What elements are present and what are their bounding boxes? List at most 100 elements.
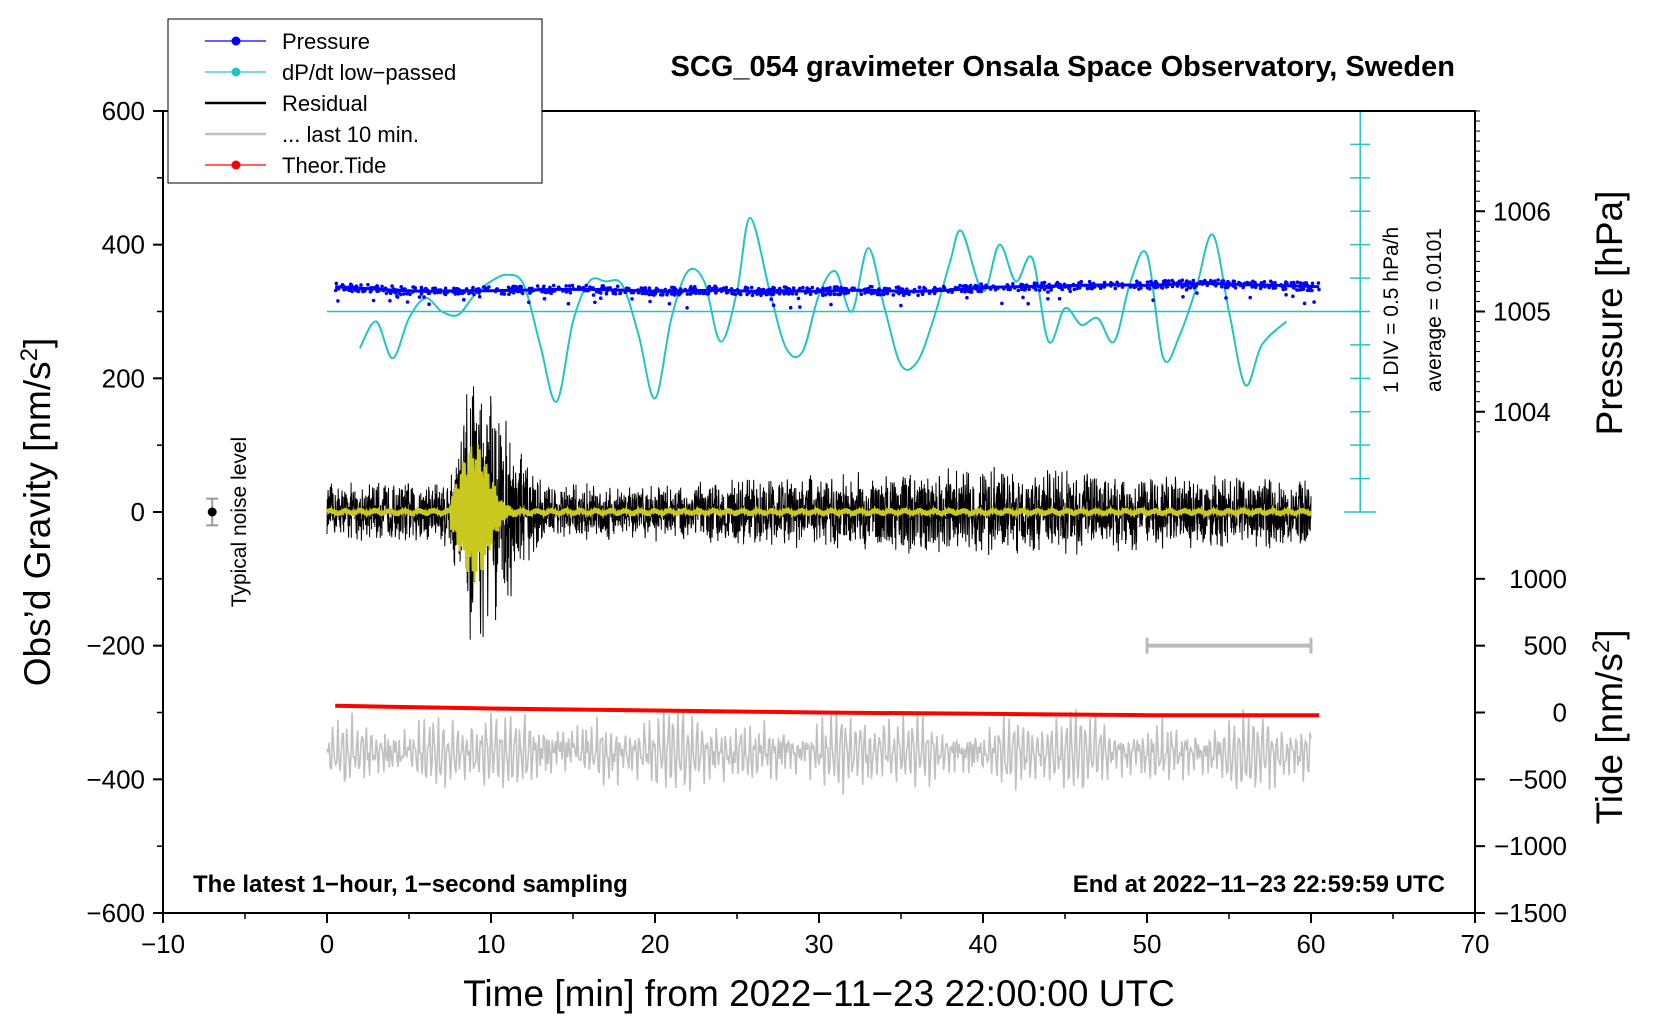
pressure-point [584, 283, 588, 288]
pressure-point [549, 291, 553, 296]
pressure-point [1016, 288, 1021, 293]
pressure-point [1116, 283, 1121, 288]
pressure-point [965, 295, 969, 300]
pressure-point [443, 290, 448, 294]
pressure-point [891, 293, 896, 297]
y-tick-label: 200 [102, 363, 145, 393]
y-axis-label-tide-close: ] [1589, 630, 1630, 640]
pressure-point [1060, 287, 1064, 292]
pressure-point [593, 300, 597, 305]
pressure-point [630, 290, 634, 295]
pressure-point [1135, 279, 1139, 284]
pressure-point [1262, 280, 1267, 284]
pressure-point [1216, 278, 1220, 282]
pressure-point [1002, 287, 1006, 291]
pressure-point [600, 284, 605, 288]
pressure-point [1089, 286, 1093, 291]
pressure-point [968, 283, 973, 288]
pressure-point [988, 287, 993, 291]
pressure-point [769, 292, 773, 296]
pressure-point [1026, 301, 1030, 306]
pressure-point [1211, 282, 1216, 286]
pressure-point [1021, 295, 1025, 300]
pressure-point [878, 292, 882, 297]
pressure-point [1046, 297, 1050, 301]
pressure-point [1265, 283, 1270, 288]
pressure-point [477, 294, 482, 299]
pressure-point [438, 290, 442, 295]
pressure-point [1145, 280, 1150, 285]
pressure-point [690, 291, 694, 295]
pressure-point [1233, 286, 1238, 290]
pressure-point [1019, 282, 1023, 287]
pressure-point [894, 285, 899, 290]
pressure-point [397, 291, 401, 295]
legend-label: dP/dt low−passed [282, 60, 456, 85]
pressure-point [550, 288, 554, 292]
pressure-point [591, 286, 595, 290]
pressure-point [755, 292, 759, 296]
legend-items: Pressure dP/dt low−passed Residual ... last… [205, 29, 456, 178]
pressure-point [1208, 281, 1213, 285]
pressure-point [1304, 281, 1309, 285]
pressure-point [1301, 282, 1306, 286]
pressure-point [963, 290, 967, 294]
pressure-point [350, 289, 354, 294]
pressure-point [899, 303, 903, 308]
pressure-point [443, 292, 448, 297]
pressure-point [369, 286, 373, 290]
pressure-point [401, 292, 406, 296]
pressure-point [1295, 288, 1299, 292]
y-tick-label: 600 [102, 96, 145, 126]
pressure-point [665, 292, 669, 297]
pressure-point [1091, 281, 1096, 286]
pressure-point [959, 289, 964, 294]
pressure-point [1083, 283, 1088, 288]
noise-point [207, 507, 217, 517]
pressure-point [652, 293, 656, 297]
pressure-point [359, 283, 363, 287]
pressure-point [815, 287, 820, 291]
pressure-point [542, 296, 547, 301]
legend-box [167, 18, 543, 184]
pressure-tick-label: 1004 [1493, 397, 1551, 427]
pressure-point [672, 288, 677, 293]
pressure-point [750, 293, 755, 298]
pressure-point [1151, 298, 1155, 303]
pressure-point [1079, 279, 1083, 284]
pressure-point [788, 305, 793, 310]
pressure-point [625, 286, 629, 291]
pressure-point [899, 287, 903, 291]
pressure-point [1000, 301, 1004, 306]
tide-tick-label: −1000 [1494, 831, 1567, 861]
pressure-point [689, 285, 693, 289]
pressure-point [886, 288, 890, 292]
pressure-point [1019, 287, 1024, 292]
pressure-point [388, 299, 392, 303]
pressure-point [652, 289, 657, 293]
last10-trace [326, 708, 1312, 795]
x-tick-label: −10 [141, 929, 185, 959]
pressure-point [1226, 279, 1230, 284]
tide-tick-label: −500 [1508, 764, 1567, 794]
div-label: 1 DIV = 0.5 hPa/h [1380, 227, 1403, 393]
pressure-point [598, 296, 603, 301]
pressure-point [829, 302, 833, 307]
pressure-point [605, 289, 609, 293]
plot-content [206, 110, 1377, 795]
pressure-point [390, 284, 394, 288]
pressure-point [672, 285, 676, 290]
pressure-point [1180, 278, 1185, 283]
pressure-point [877, 287, 881, 291]
pressure-point [405, 291, 409, 296]
x-tick-label: 0 [320, 929, 334, 959]
legend-label: ... last 10 min. [282, 122, 419, 147]
pressure-point [791, 286, 796, 290]
pressure-point [729, 287, 734, 291]
pressure-point [581, 286, 585, 290]
pressure-point [1138, 281, 1142, 285]
pressure-point [506, 285, 511, 290]
pressure-point [1012, 286, 1017, 290]
legend-label: Residual [282, 91, 368, 116]
pressure-point [1045, 284, 1050, 289]
